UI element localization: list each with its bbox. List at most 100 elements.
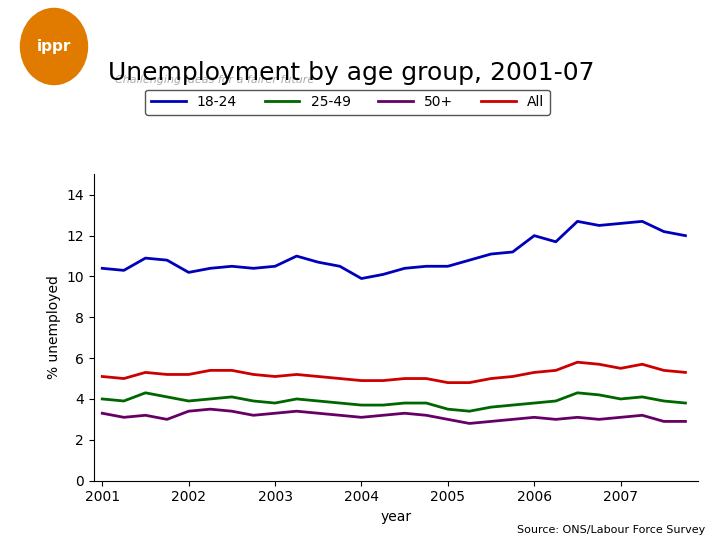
- 25-49: [120, 398, 128, 404]
- 50+: [660, 418, 668, 424]
- 50+: [616, 414, 625, 421]
- Line: 18-24: 18-24: [102, 221, 685, 279]
- All: [357, 377, 366, 384]
- 18-24: [660, 228, 668, 235]
- All: [660, 367, 668, 374]
- All: [681, 369, 690, 376]
- 25-49: [228, 394, 236, 400]
- All: [422, 375, 431, 382]
- 50+: [681, 418, 690, 424]
- 18-24: [163, 257, 171, 264]
- All: [120, 375, 128, 382]
- 50+: [314, 410, 323, 416]
- 25-49: [206, 396, 215, 402]
- 18-24: [465, 257, 474, 264]
- All: [616, 365, 625, 372]
- 18-24: [400, 265, 409, 272]
- 18-24: [314, 259, 323, 266]
- 25-49: [487, 404, 495, 410]
- Text: Unemployment by age group, 2001-07: Unemployment by age group, 2001-07: [108, 62, 595, 85]
- All: [271, 373, 279, 380]
- 18-24: [292, 253, 301, 259]
- Text: ippr: ippr: [37, 39, 71, 54]
- 18-24: [228, 263, 236, 269]
- 50+: [379, 412, 387, 418]
- 25-49: [595, 392, 603, 398]
- 18-24: [681, 232, 690, 239]
- 18-24: [530, 232, 539, 239]
- All: [508, 373, 517, 380]
- 50+: [98, 410, 107, 416]
- 18-24: [336, 263, 344, 269]
- All: [595, 361, 603, 368]
- 18-24: [552, 239, 560, 245]
- 50+: [292, 408, 301, 414]
- 25-49: [616, 396, 625, 402]
- 25-49: [314, 398, 323, 404]
- All: [314, 373, 323, 380]
- Text: Institute for Public Policy Research: Institute for Public Policy Research: [115, 26, 471, 44]
- All: [141, 369, 150, 376]
- 50+: [400, 410, 409, 416]
- 50+: [638, 412, 647, 418]
- 50+: [465, 420, 474, 427]
- 50+: [487, 418, 495, 424]
- Line: 50+: 50+: [102, 409, 685, 423]
- 50+: [141, 412, 150, 418]
- 50+: [508, 416, 517, 423]
- 18-24: [638, 218, 647, 225]
- 18-24: [444, 263, 452, 269]
- All: [228, 367, 236, 374]
- 18-24: [141, 255, 150, 261]
- 25-49: [163, 394, 171, 400]
- 50+: [552, 416, 560, 423]
- 25-49: [249, 398, 258, 404]
- Ellipse shape: [19, 8, 89, 85]
- 25-49: [141, 389, 150, 396]
- All: [487, 375, 495, 382]
- 18-24: [271, 263, 279, 269]
- 50+: [357, 414, 366, 421]
- All: [379, 377, 387, 384]
- All: [336, 375, 344, 382]
- 18-24: [487, 251, 495, 257]
- All: [465, 380, 474, 386]
- Line: All: All: [102, 362, 685, 383]
- 18-24: [379, 271, 387, 278]
- 25-49: [465, 408, 474, 414]
- 25-49: [422, 400, 431, 406]
- 50+: [120, 414, 128, 421]
- 25-49: [98, 396, 107, 402]
- X-axis label: year: year: [380, 510, 412, 524]
- All: [184, 371, 193, 377]
- 25-49: [336, 400, 344, 406]
- 18-24: [120, 267, 128, 274]
- 50+: [249, 412, 258, 418]
- 18-24: [249, 265, 258, 272]
- 25-49: [530, 400, 539, 406]
- 25-49: [681, 400, 690, 406]
- Y-axis label: % unemployed: % unemployed: [47, 275, 60, 380]
- 25-49: [292, 396, 301, 402]
- 50+: [184, 408, 193, 414]
- All: [249, 371, 258, 377]
- 18-24: [206, 265, 215, 272]
- 50+: [595, 416, 603, 423]
- All: [98, 373, 107, 380]
- 25-49: [400, 400, 409, 406]
- 18-24: [595, 222, 603, 229]
- 18-24: [508, 249, 517, 255]
- 18-24: [422, 263, 431, 269]
- 50+: [573, 414, 582, 421]
- 25-49: [357, 402, 366, 408]
- Text: WWW.IPPR.ORG: WWW.IPPR.ORG: [626, 116, 714, 126]
- All: [292, 371, 301, 377]
- All: [530, 369, 539, 376]
- 25-49: [271, 400, 279, 406]
- Legend: 18-24, 25-49, 50+, All: 18-24, 25-49, 50+, All: [145, 90, 550, 114]
- 50+: [530, 414, 539, 421]
- 18-24: [98, 265, 107, 272]
- 18-24: [184, 269, 193, 275]
- Text: Source: ONS/Labour Force Survey: Source: ONS/Labour Force Survey: [518, 524, 706, 535]
- All: [573, 359, 582, 366]
